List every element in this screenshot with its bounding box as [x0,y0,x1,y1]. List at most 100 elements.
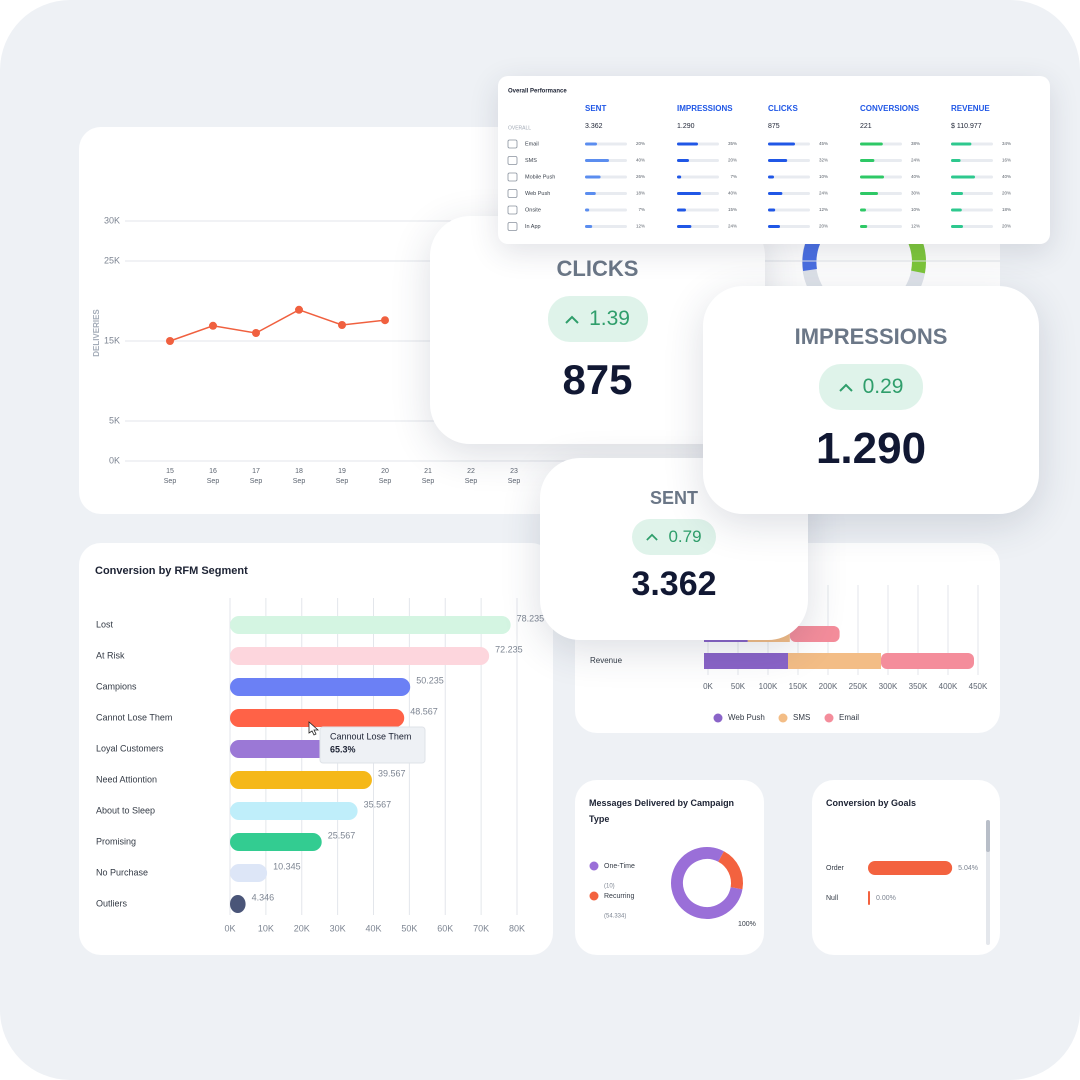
bar [868,891,870,905]
bar [230,833,322,851]
value-label: 20% [819,224,828,229]
bar [585,142,597,146]
bar [230,616,511,634]
kpi-card: IMPRESSIONS 0.29 1.290 [703,286,1039,514]
x-tick-label: 300K [879,682,898,691]
bar-track [768,208,810,212]
x-tick-label: 50K [731,682,746,691]
value-label: 18% [636,191,645,196]
bar [951,142,972,146]
x-tick-label: 100K [759,682,778,691]
legend-swatch [589,861,599,871]
x-tick-label: 30K [330,923,346,933]
value-label: 25.567 [328,830,356,840]
bar-segment [881,653,974,669]
goals-card: Order 5.04% Null 0.00% Conversion by Goals [812,780,1000,955]
bar-track [677,175,719,179]
bar-track [677,208,719,212]
bar [951,192,963,195]
value-label: 40% [636,158,645,163]
x-tick-label: 17 [252,468,260,475]
up-chevron [838,383,853,392]
row-label: In App [525,224,541,230]
column-header: CLICKS [768,104,798,113]
kpi-change: 1.39 [547,296,648,342]
value-label: 10% [911,207,920,212]
category-label: Outliers [96,898,128,908]
bar-track [768,175,810,179]
x-tick-label: Sep [207,478,220,485]
y-tick-label: 15K [104,335,120,345]
category-label: Promising [96,836,136,846]
bar [677,208,686,212]
bar [868,861,953,875]
bar [230,678,411,696]
bar [230,647,490,665]
row-label: Email [525,141,539,147]
bar [677,159,689,162]
campaign-chart: One-Time (10) Recurring (54.334) 100% [589,847,756,928]
bar [951,175,975,179]
bar [230,895,246,913]
x-tick-label: 19 [338,468,346,475]
point [166,337,174,345]
value-label: 45% [819,141,828,146]
y-tick-label: 25K [104,255,120,265]
category-label: Order [826,865,845,872]
bar [860,225,868,228]
channel-icon [507,222,518,231]
x-tick-label: 60K [437,923,453,933]
bar [860,159,875,162]
value-label: 10% [819,174,828,179]
legend-swatch [713,713,723,723]
value-label: 40% [728,191,737,196]
overall-value: 875 [768,123,780,130]
bar [951,208,962,212]
scrollbar-thumb[interactable] [986,820,990,852]
value-label: 38% [911,141,920,146]
y-tick-label: 30K [104,215,120,225]
legend-label: SMS [793,713,810,722]
value-label: 12% [819,207,828,212]
overall-value: 1.290 [677,123,695,130]
donut-segment [717,851,743,890]
bar [860,192,878,195]
x-tick-label: 250K [849,682,868,691]
channel-icon [507,156,518,165]
legend-swatch [824,713,834,723]
bar [860,208,866,212]
kpi-title: IMPRESSIONS [794,324,948,349]
value-label: 20% [636,141,645,146]
bar [768,225,780,228]
x-tick-label: 350K [909,682,928,691]
x-tick-label: 15 [166,468,174,475]
legend-label: Email [839,713,859,722]
tooltip-title: Cannout Lose Them [330,731,411,741]
category-label: About to Sleep [96,805,155,815]
channel-icon [507,172,518,182]
bar [951,225,963,228]
x-tick-label: 20K [294,923,310,933]
bar [585,159,609,162]
kpi-change: 0.29 [819,364,923,410]
value-label: 26% [636,174,645,179]
x-tick-label: 18 [295,468,303,475]
value-label: 35% [728,141,737,146]
value-label: 72.235 [495,644,523,654]
category-label: Null [826,895,839,902]
row-label: Mobile Push [525,174,555,180]
bar [585,208,590,212]
value-label: 24% [819,191,828,196]
kpi-title: CLICKS [556,256,639,281]
x-tick-label: 20 [381,468,389,475]
bar [860,175,884,179]
chart-title: Conversion by Goals [826,798,917,808]
row-label: Onsite [525,207,541,213]
bar [585,175,601,179]
value-label: 16% [1002,158,1011,163]
bar [230,771,372,789]
channel-icon [507,139,518,149]
y-axis-label: DELIVERIES [92,309,101,357]
x-tick-label: Sep [465,478,478,485]
